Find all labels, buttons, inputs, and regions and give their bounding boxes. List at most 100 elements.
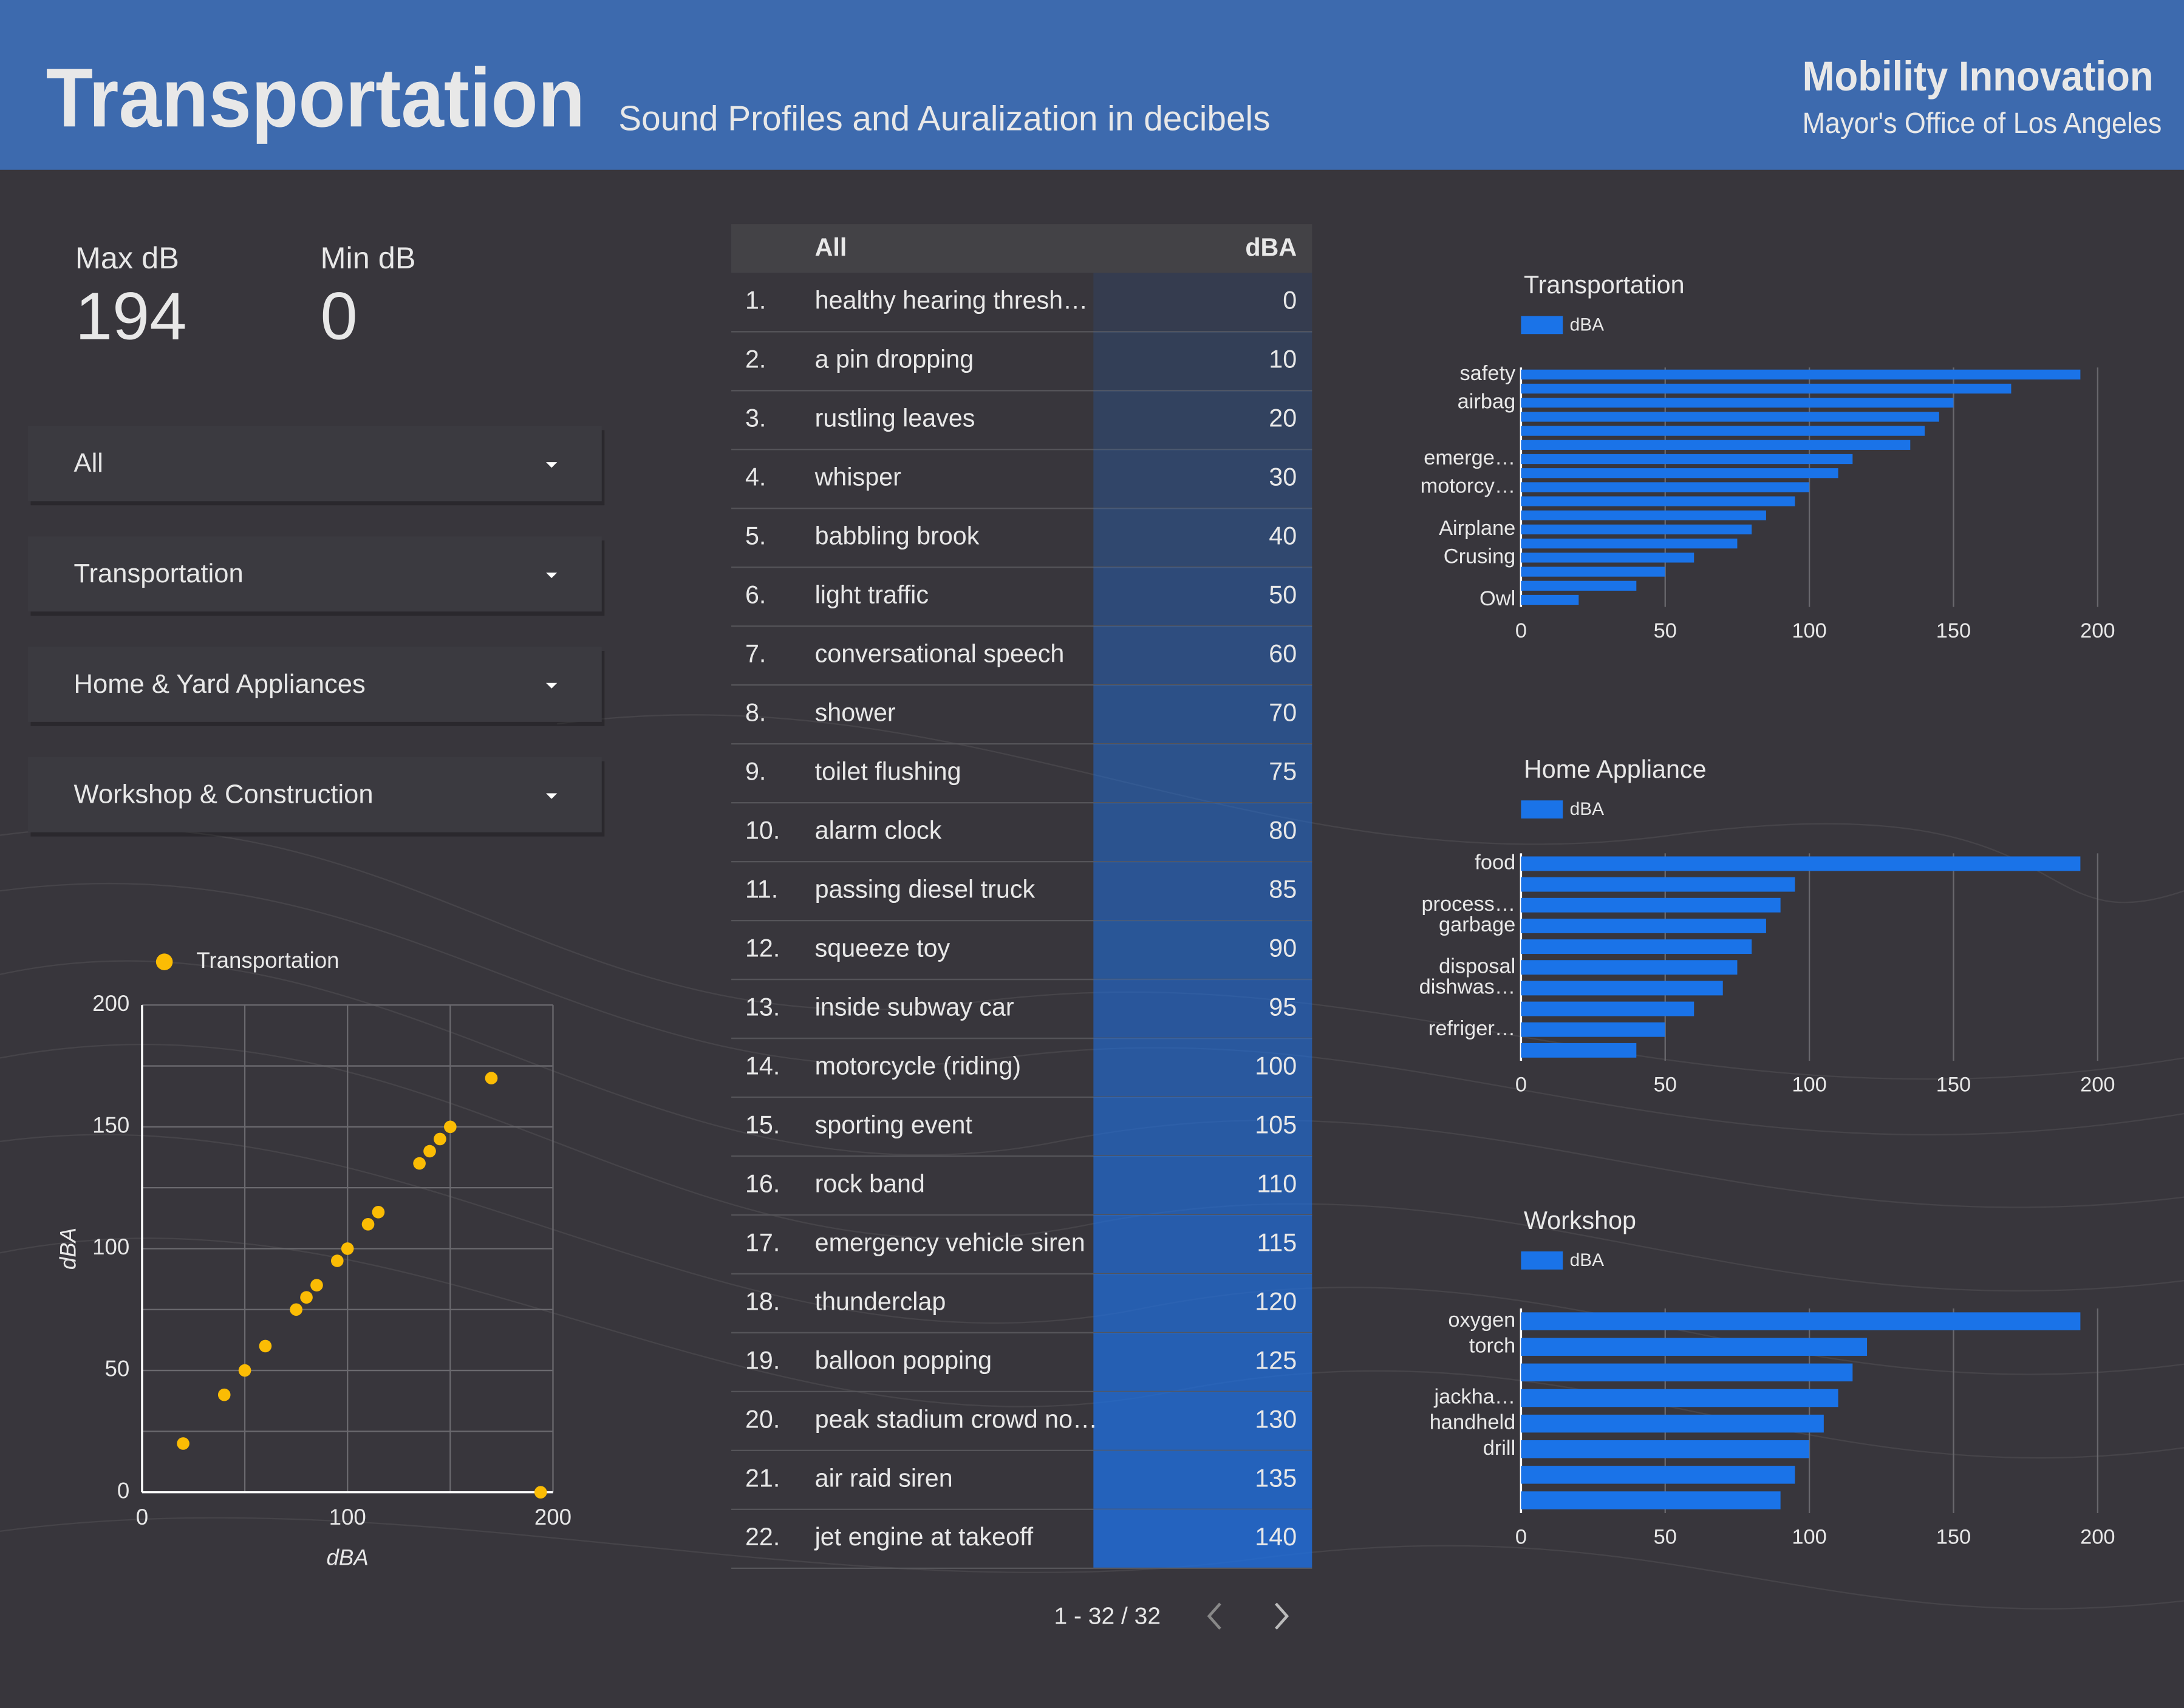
- x-tick-label: 0: [1515, 1073, 1527, 1096]
- bar: [1521, 981, 1723, 996]
- value-cell-shade: [1093, 920, 1312, 980]
- table-column-header: dBA: [1245, 233, 1297, 261]
- value-cell-shade: [1093, 273, 1312, 332]
- bar: [1521, 412, 1939, 422]
- scatter-point: [300, 1291, 313, 1304]
- scatter-point: [217, 1388, 231, 1401]
- row-value: 60: [1269, 640, 1297, 668]
- legend-label: dBA: [1570, 315, 1604, 335]
- y-tick-label: food: [1475, 851, 1515, 874]
- legend-label: dBA: [1570, 799, 1604, 819]
- bar: [1521, 566, 1665, 577]
- legend-swatch: [1521, 800, 1563, 819]
- filter-dropdown[interactable]: [27, 536, 602, 612]
- x-tick-label: 100: [329, 1505, 366, 1529]
- row-number: 10.: [745, 817, 780, 845]
- bar: [1521, 440, 1911, 450]
- x-tick-label: 150: [1936, 1525, 1971, 1548]
- next-page[interactable]: [1275, 1602, 1289, 1630]
- y-tick-label: 200: [92, 991, 129, 1016]
- row-name: toilet flushing: [815, 758, 961, 786]
- x-tick-label: 200: [2080, 1073, 2115, 1096]
- previous-page[interactable]: [1207, 1602, 1221, 1630]
- bar: [1521, 1389, 1838, 1407]
- row-number: 18.: [745, 1287, 780, 1315]
- bar: [1521, 1312, 2081, 1330]
- x-tick-label: 50: [1654, 1073, 1677, 1096]
- bar: [1521, 398, 1954, 408]
- scatter-point: [372, 1205, 385, 1219]
- y-tick-label: 150: [92, 1113, 129, 1138]
- filter-label: Home & Yard Appliances: [74, 670, 366, 699]
- row-name: a pin dropping: [815, 345, 974, 373]
- row-name: emergency vehicle siren: [815, 1228, 1085, 1256]
- value-cell-shade: [1093, 1038, 1312, 1098]
- row-number: 8.: [745, 699, 766, 727]
- row-name: rock band: [815, 1169, 925, 1197]
- legend-swatch: [1521, 316, 1563, 335]
- value-cell-shade: [1093, 1391, 1312, 1451]
- scatter-point: [290, 1303, 302, 1316]
- bar: [1521, 856, 2081, 871]
- legend-swatch: [1521, 1251, 1563, 1270]
- y-tick-label: handheld: [1430, 1411, 1515, 1434]
- scorecard-label: Max dB: [75, 240, 179, 275]
- page-subtitle: Sound Profiles and Auralization in decib…: [618, 100, 1270, 138]
- row-value: 125: [1255, 1346, 1297, 1374]
- row-value: 40: [1269, 522, 1297, 550]
- y-tick-label: Airplane: [1439, 517, 1515, 540]
- x-tick-label: 100: [1792, 1073, 1826, 1096]
- y-tick-label: safety: [1459, 362, 1516, 385]
- bar: [1521, 496, 1795, 506]
- dropdown-caret: [546, 793, 558, 799]
- row-value: 10: [1269, 345, 1297, 373]
- bar: [1521, 1022, 1665, 1037]
- y-tick-label: refriger…: [1428, 1017, 1515, 1040]
- row-value: 105: [1255, 1111, 1297, 1138]
- legend-swatch: [155, 953, 173, 970]
- row-name: squeeze toy: [815, 934, 950, 962]
- scatter-point: [310, 1279, 323, 1291]
- row-name: motorcycle (riding): [815, 1052, 1021, 1080]
- row-value: 0: [1283, 287, 1297, 315]
- row-number: 21.: [745, 1464, 780, 1492]
- scatter-point: [413, 1157, 426, 1170]
- row-number: 4.: [745, 463, 766, 491]
- x-tick-label: 0: [1515, 619, 1527, 642]
- row-name: air raid siren: [815, 1464, 953, 1492]
- bar: [1521, 1043, 1637, 1058]
- value-cell-shade: [1093, 390, 1312, 450]
- scatter-point: [444, 1120, 457, 1134]
- filter-dropdown[interactable]: [27, 647, 602, 722]
- filter-dropdown[interactable]: [27, 426, 602, 502]
- bar: [1521, 468, 1838, 478]
- x-axis-title: dBA: [327, 1545, 369, 1570]
- row-number: 3.: [745, 404, 766, 432]
- value-cell-shade: [1093, 567, 1312, 627]
- value-cell-shade: [1093, 626, 1312, 686]
- y-tick-label: disposal: [1439, 954, 1515, 978]
- y-tick-label: motorcy…: [1421, 474, 1516, 497]
- bar: [1521, 1338, 1868, 1356]
- row-name: balloon popping: [815, 1346, 992, 1374]
- bar: [1521, 897, 1781, 913]
- x-tick-label: 100: [1792, 619, 1826, 642]
- filter-dropdown[interactable]: [27, 757, 602, 832]
- header-bar: [0, 0, 2184, 170]
- row-name: sporting event: [815, 1111, 973, 1138]
- value-cell-shade: [1093, 1273, 1312, 1333]
- row-number: 17.: [745, 1228, 780, 1256]
- y-tick-label: Owl: [1479, 587, 1515, 610]
- y-tick-label: 0: [117, 1478, 129, 1503]
- legend-label: dBA: [1570, 1250, 1604, 1270]
- row-number: 20.: [745, 1405, 780, 1433]
- bar: [1521, 1414, 1824, 1433]
- value-cell-shade: [1093, 449, 1312, 509]
- bar: [1521, 918, 1766, 933]
- value-cell-shade: [1093, 744, 1312, 803]
- chart-title: Home Appliance: [1524, 755, 1707, 783]
- bar: [1521, 1363, 1853, 1382]
- row-number: 22.: [745, 1523, 780, 1551]
- row-value: 50: [1269, 581, 1297, 609]
- chart-title: Transportation: [1524, 271, 1685, 299]
